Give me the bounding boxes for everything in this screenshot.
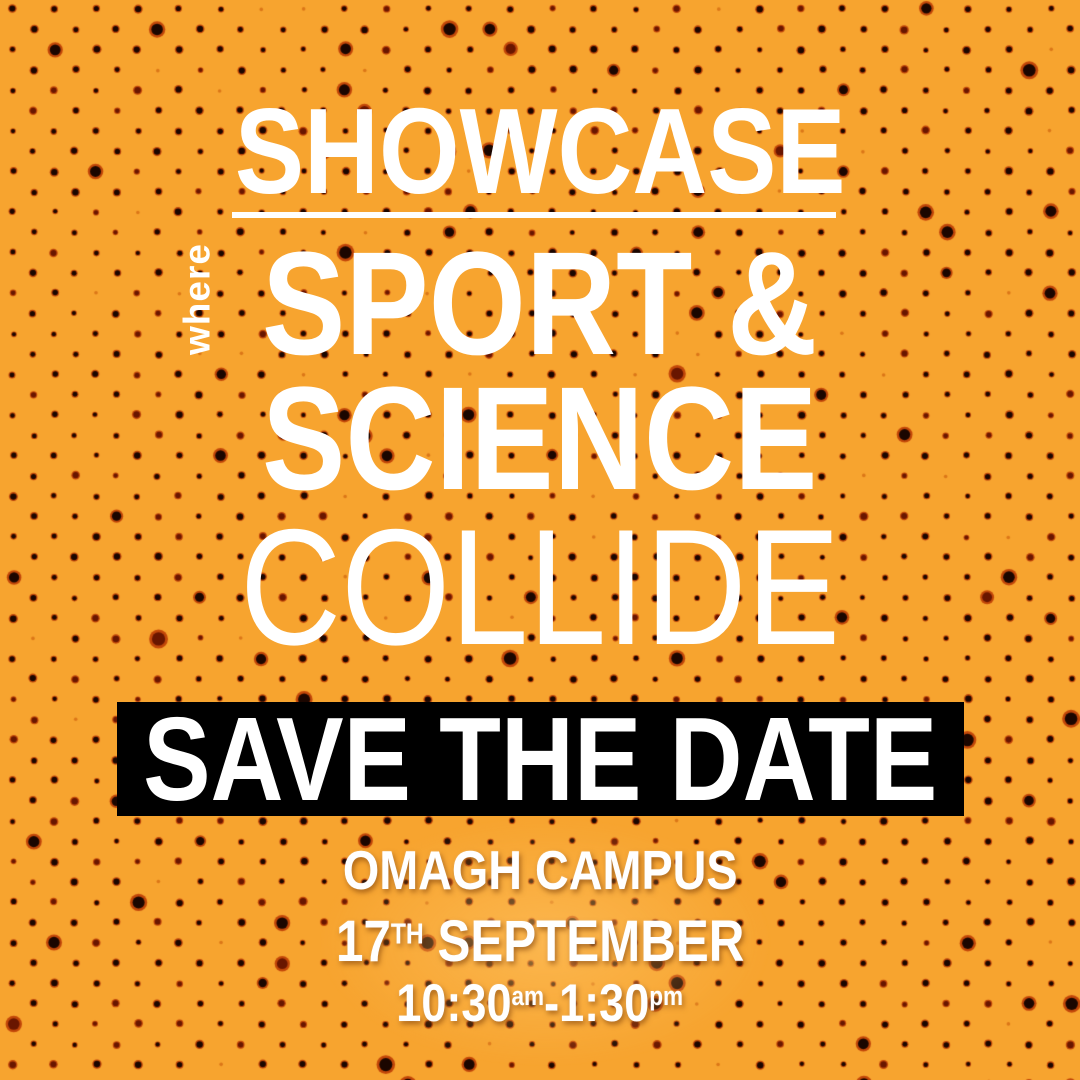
banner-label: SAVE THE DATE [143,692,938,826]
event-date: 17TH SEPTEMBER [336,913,744,971]
end-period-suffix: pm [649,981,684,1012]
start-period-suffix: am [511,981,545,1012]
event-date-line: 17TH SEPTEMBER [0,913,1080,971]
time-separator: - [544,974,560,1033]
save-the-date-banner: SAVE THE DATE [117,692,964,826]
headline-sport-text: SPORT & [262,222,818,386]
headline-collide: COLLIDE [0,505,1080,670]
venue-label: OMAGH CAMPUS [342,839,738,901]
showcase-title: SHOWCASE [0,90,1080,212]
start-time: 10:30 [396,974,512,1033]
event-time-line: 10:30am-1:30pm [0,977,1080,1030]
event-time: 10:30am-1:30pm [397,977,684,1030]
month-name: SEPTEMBER [437,909,745,974]
headline-collide-text: COLLIDE [239,495,841,679]
end-time: 1:30 [559,974,650,1033]
title-underline [232,212,836,218]
headline-sport: SPORT & [0,231,1080,378]
day-number: 17 [335,909,391,974]
headline-science-text: SCIENCE [262,357,818,521]
venue-line: OMAGH CAMPUS [0,843,1080,898]
showcase-title-text: SHOWCASE [234,83,846,219]
headline-science: SCIENCE [0,366,1080,513]
ordinal-suffix: TH [390,918,424,951]
